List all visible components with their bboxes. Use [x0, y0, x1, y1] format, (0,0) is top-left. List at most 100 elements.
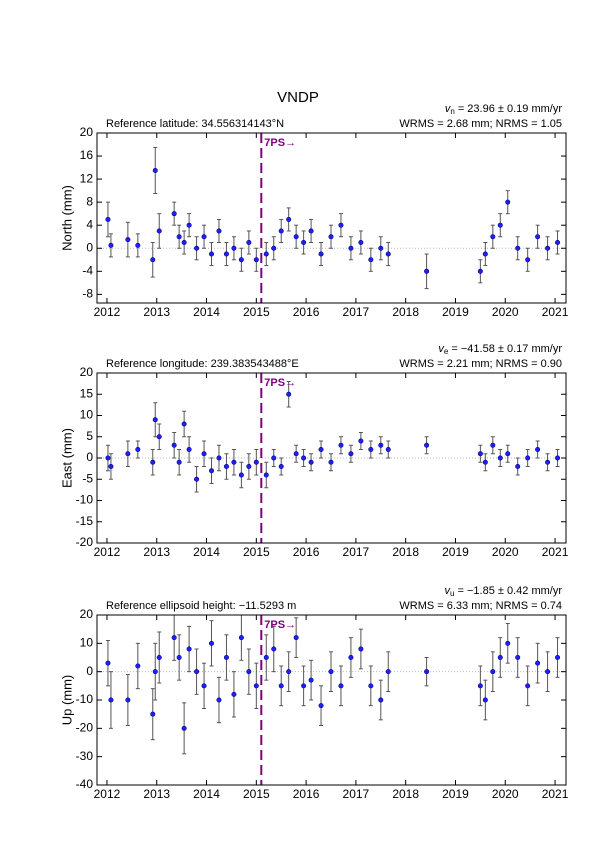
event-label: 7PS→ — [264, 377, 296, 389]
data-point — [535, 446, 541, 452]
data-point — [278, 463, 284, 469]
x-tick-label: 2018 — [392, 305, 419, 319]
y-tick-label: 15 — [80, 386, 94, 400]
y-tick-label: -40 — [76, 777, 94, 791]
data-point — [497, 654, 503, 660]
y-tick-label: 20 — [80, 365, 94, 379]
data-point — [238, 635, 244, 641]
data-point — [201, 451, 207, 457]
y-tick-label: 10 — [80, 636, 94, 650]
data-point — [515, 463, 521, 469]
x-tick-label: 2016 — [293, 305, 320, 319]
data-point — [152, 167, 158, 173]
x-tick-label: 2021 — [542, 545, 569, 559]
data-point — [105, 216, 111, 222]
rate-value: = 23.96 ± 0.19 mm/yr — [455, 103, 563, 115]
rate-subscript: n — [450, 107, 454, 116]
x-tick-label: 2019 — [442, 305, 469, 319]
data-point — [525, 455, 531, 461]
data-point — [125, 697, 131, 703]
data-point — [490, 669, 496, 675]
x-tick-label: 2014 — [193, 305, 220, 319]
data-point — [482, 697, 488, 703]
y-tick-label: 8 — [86, 194, 93, 208]
data-point — [555, 239, 561, 245]
data-point — [328, 459, 334, 465]
data-point — [378, 245, 384, 251]
reference-text: Reference longitude: 239.383543488°E — [106, 358, 299, 370]
data-point — [209, 640, 215, 646]
data-point — [176, 234, 182, 240]
rate-symbol: v — [445, 585, 452, 597]
x-tick-label: 2020 — [492, 305, 519, 319]
data-point — [328, 669, 334, 675]
x-tick-label: 2016 — [293, 787, 320, 801]
y-axis-label: Up (mm) — [59, 675, 74, 726]
x-tick-label: 2021 — [542, 305, 569, 319]
y-tick-label: -5 — [82, 471, 93, 485]
data-point — [231, 691, 237, 697]
data-point — [271, 646, 277, 652]
y-tick-label: -10 — [76, 692, 94, 706]
data-point — [301, 683, 307, 689]
data-point — [358, 438, 364, 444]
data-point — [368, 446, 374, 452]
data-point — [186, 446, 192, 452]
x-tick-label: 2015 — [243, 545, 270, 559]
data-point — [216, 228, 222, 234]
data-point — [156, 228, 162, 234]
data-point — [246, 463, 252, 469]
x-tick-label: 2013 — [143, 545, 170, 559]
y-axis-label: East (mm) — [59, 428, 74, 488]
data-point — [477, 683, 483, 689]
data-point — [216, 697, 222, 703]
data-point — [125, 237, 131, 243]
event-label: 7PS→ — [264, 137, 296, 149]
data-point — [150, 459, 156, 465]
data-point — [194, 245, 200, 251]
data-point — [328, 234, 334, 240]
data-point — [246, 239, 252, 245]
data-point — [216, 455, 222, 461]
data-point — [176, 654, 182, 660]
reference-text: Reference latitude: 34.556314143°N — [106, 118, 284, 130]
data-point — [186, 646, 192, 652]
data-point — [231, 245, 237, 251]
rate-text: vn = 23.96 ± 0.19 mm/yr — [445, 103, 563, 116]
rate-value: = −41.58 ± 0.17 mm/yr — [448, 343, 562, 355]
data-point — [181, 421, 187, 427]
data-point — [181, 239, 187, 245]
data-point — [271, 455, 277, 461]
data-point — [490, 234, 496, 240]
data-point — [545, 459, 551, 465]
y-tick-label: 4 — [86, 217, 93, 231]
rate-text: ve = −41.58 ± 0.17 mm/yr — [438, 343, 562, 356]
data-point — [105, 455, 111, 461]
data-point — [150, 711, 156, 717]
data-point — [263, 654, 269, 660]
data-point — [105, 660, 111, 666]
data-point — [186, 222, 192, 228]
data-point — [231, 459, 237, 465]
data-point — [338, 442, 344, 448]
y-tick-label: 12 — [80, 171, 94, 185]
y-tick-label: -8 — [82, 287, 93, 301]
reference-text: Reference ellipsoid height: −11.5293 m — [106, 600, 296, 612]
y-tick-label: 20 — [80, 125, 94, 139]
y-tick-label: -15 — [76, 514, 94, 528]
y-tick-label: 20 — [80, 607, 94, 621]
rate-value: = −1.85 ± 0.42 mm/yr — [454, 585, 562, 597]
data-point — [194, 476, 200, 482]
data-point — [286, 216, 292, 222]
data-point — [490, 442, 496, 448]
x-tick-label: 2015 — [243, 787, 270, 801]
data-point — [293, 635, 299, 641]
data-point — [505, 199, 511, 205]
data-point — [358, 646, 364, 652]
x-tick-label: 2020 — [492, 545, 519, 559]
data-point — [535, 234, 541, 240]
data-point — [338, 683, 344, 689]
data-point — [515, 654, 521, 660]
data-point — [318, 446, 324, 452]
x-tick-label: 2017 — [343, 305, 370, 319]
